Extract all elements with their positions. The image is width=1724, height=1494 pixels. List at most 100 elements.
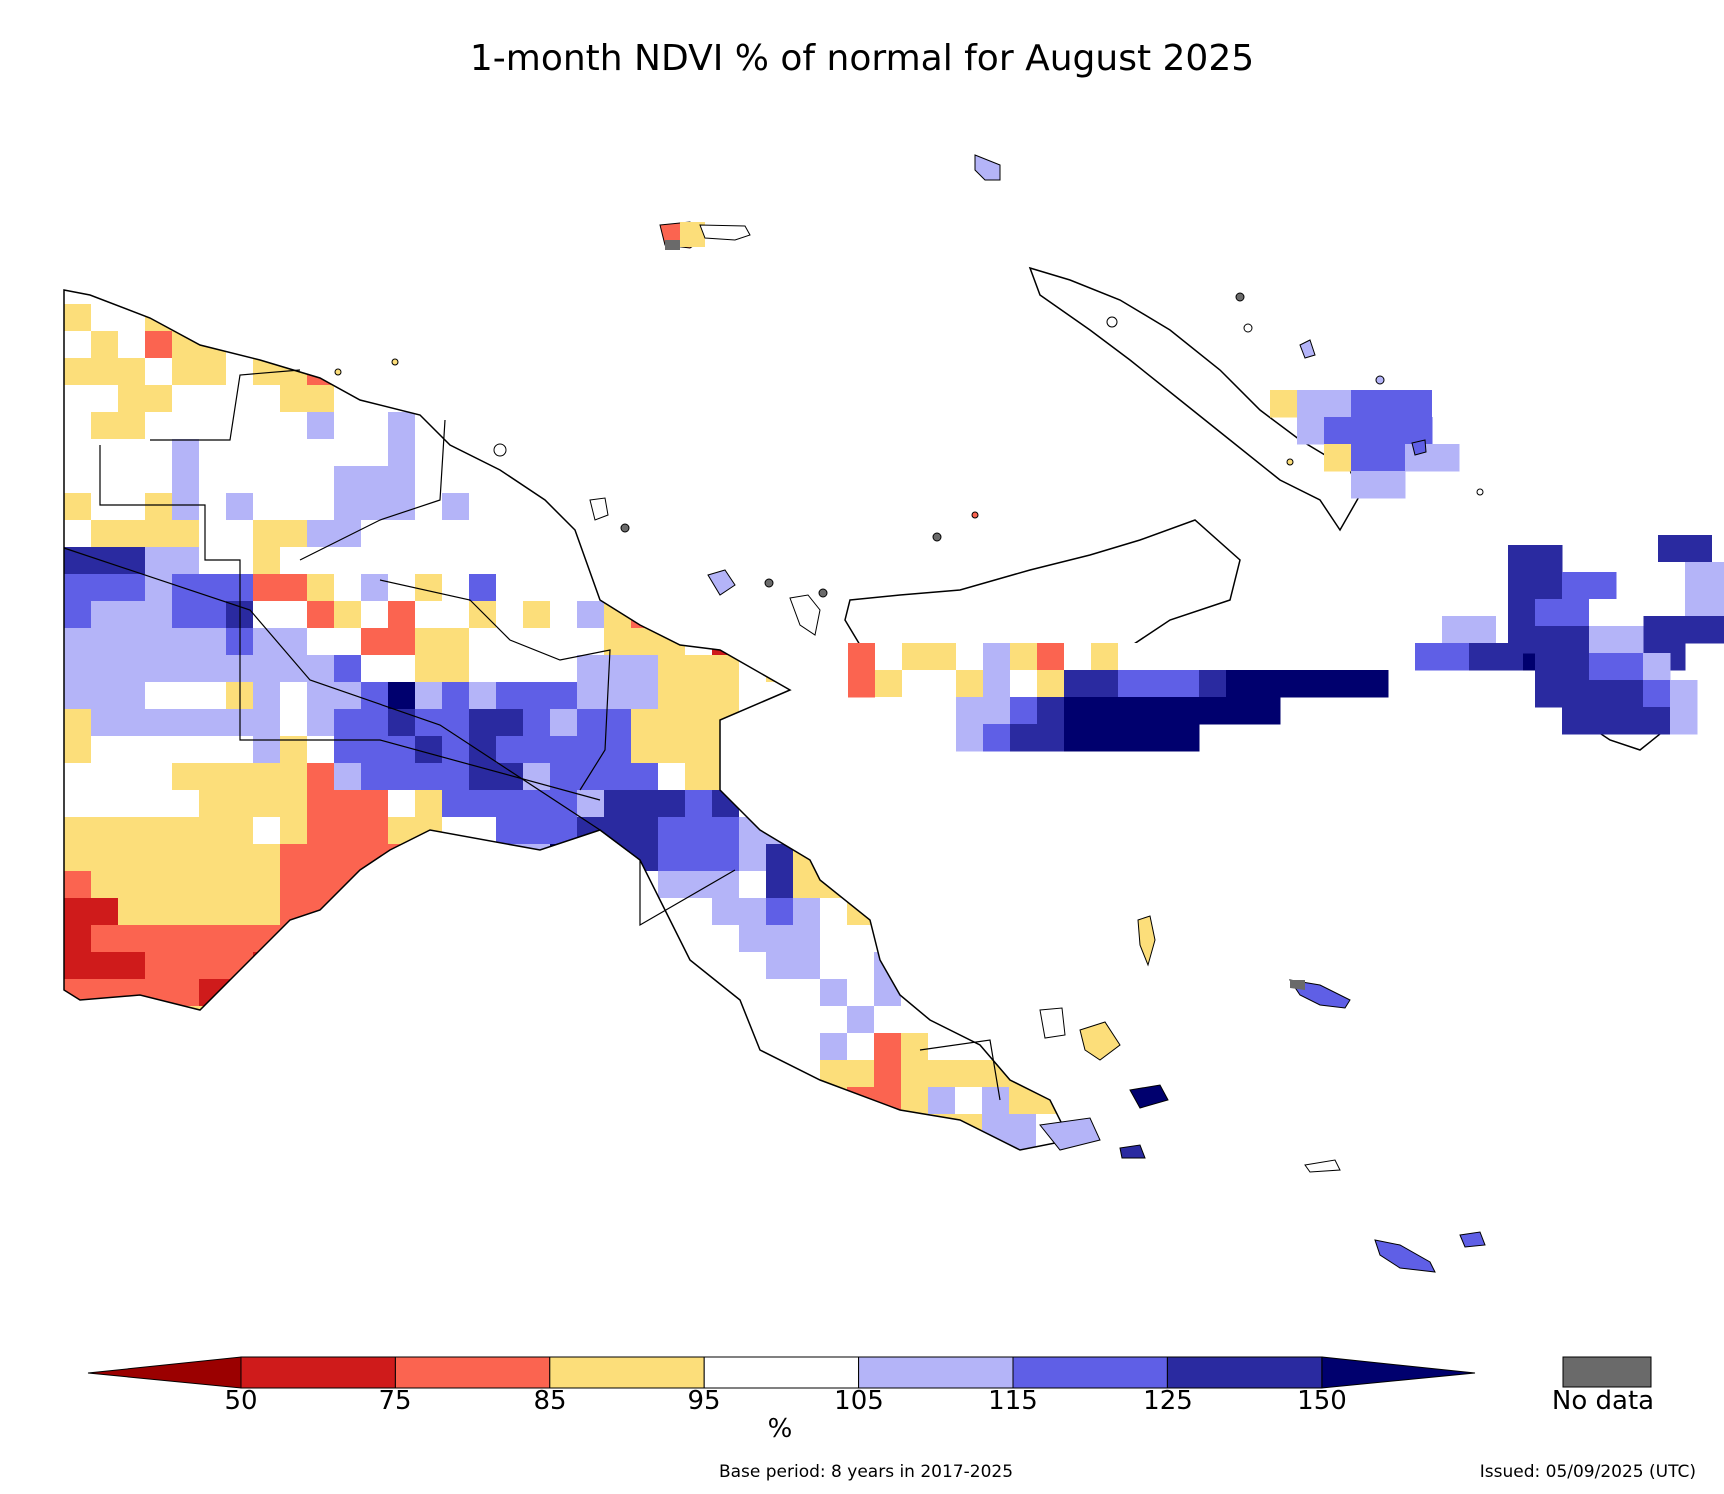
ndvi-cell xyxy=(523,655,551,683)
ndvi-cell xyxy=(64,547,92,575)
ndvi-cell xyxy=(1091,724,1119,752)
ndvi-cell xyxy=(1297,417,1325,445)
ndvi-cell xyxy=(847,952,875,980)
ndvi-cell xyxy=(145,601,173,629)
ndvi-cell xyxy=(739,844,767,872)
ndvi-cell xyxy=(550,736,578,764)
ndvi-cell xyxy=(172,952,200,980)
ndvi-cell xyxy=(442,790,470,818)
ndvi-cell xyxy=(361,817,389,845)
ndvi-cell xyxy=(334,493,362,521)
ndvi-cell xyxy=(415,520,443,548)
ndvi-cell xyxy=(982,1087,1010,1115)
ndvi-cell xyxy=(388,439,416,467)
ndvi-cell xyxy=(172,601,200,629)
base-period: Base period: 8 years in 2017-2025 xyxy=(718,1462,1014,1482)
ndvi-cell xyxy=(334,547,362,575)
ndvi-cell xyxy=(91,358,119,386)
ndvi-cell xyxy=(361,439,389,467)
ndvi-cell xyxy=(766,1006,794,1034)
ndvi-cell xyxy=(91,385,119,413)
tick-85: 85 xyxy=(533,1386,567,1416)
ndvi-cell xyxy=(145,682,173,710)
ndvi-cell xyxy=(64,574,92,602)
ndvi-cell xyxy=(415,628,443,656)
ndvi-cell xyxy=(685,790,713,818)
ndvi-cell xyxy=(280,493,308,521)
ndvi-cell xyxy=(172,439,200,467)
colorbar-low-extension xyxy=(87,1356,242,1389)
ndvi-cell xyxy=(118,412,146,440)
ndvi-cell xyxy=(929,697,957,725)
ndvi-cell xyxy=(469,682,497,710)
ndvi-cell xyxy=(307,412,335,440)
ndvi-cell xyxy=(766,898,794,926)
ndvi-cell xyxy=(1535,653,1563,681)
ndvi-cell xyxy=(280,385,308,413)
ndvi-cell xyxy=(172,574,200,602)
ndvi-cell xyxy=(901,1060,929,1088)
ndvi-cell xyxy=(1658,616,1686,644)
ndvi-cell xyxy=(307,871,335,899)
ndvi-cell xyxy=(172,898,200,926)
ndvi-cell xyxy=(172,844,200,872)
ndvi-cell xyxy=(145,412,173,440)
ndvi-cell xyxy=(361,493,389,521)
ndvi-cell xyxy=(1562,707,1590,735)
ndvi-cell xyxy=(955,1087,983,1115)
ndvi-cell xyxy=(550,709,578,737)
ndvi-cell xyxy=(685,736,713,764)
ndvi-cell xyxy=(307,655,335,683)
ndvi-cell xyxy=(91,574,119,602)
ndvi-cell xyxy=(64,736,92,764)
ndvi-cell xyxy=(1270,390,1298,418)
ndvi-cell xyxy=(226,925,254,953)
ndvi-cell xyxy=(793,925,821,953)
ndvi-cell xyxy=(1010,724,1038,752)
ndvi-cell xyxy=(1508,545,1536,573)
ndvi-cell xyxy=(1145,724,1173,752)
ndvi-cell xyxy=(874,1060,902,1088)
ndvi-cell xyxy=(496,817,524,845)
ndvi-cell xyxy=(334,412,362,440)
ndvi-cell xyxy=(307,817,335,845)
ndvi-cell xyxy=(199,628,227,656)
ndvi-cell xyxy=(118,331,146,359)
ndvi-cell xyxy=(1712,535,1724,563)
ndvi-cell xyxy=(1643,680,1671,708)
small-islands xyxy=(334,154,1486,1273)
ndvi-cell xyxy=(847,1060,875,1088)
ndvi-cell xyxy=(253,655,281,683)
ndvi-cell xyxy=(1009,1141,1037,1150)
ndvi-cell xyxy=(1307,670,1335,698)
ndvi-cell xyxy=(280,655,308,683)
ndvi-cell xyxy=(712,682,740,710)
ndvi-cell xyxy=(307,574,335,602)
ndvi-cell xyxy=(1685,562,1713,590)
ndvi-cell xyxy=(253,898,281,926)
ndvi-cell xyxy=(820,1006,848,1034)
ndvi-cell xyxy=(1442,643,1470,671)
ndvi-cell xyxy=(64,601,92,629)
ndvi-cell xyxy=(91,520,119,548)
ndvi-cell xyxy=(902,670,930,698)
ndvi-cell xyxy=(929,670,957,698)
ndvi-cell xyxy=(1535,572,1563,600)
ndvi-cell xyxy=(172,655,200,683)
ndvi-cell xyxy=(388,682,416,710)
ndvi-cell xyxy=(766,925,794,953)
ndvi-cell xyxy=(334,655,362,683)
ndvi-cell xyxy=(307,547,335,575)
colorbar-high-extension xyxy=(1321,1356,1476,1389)
ndvi-cell xyxy=(280,466,308,494)
ndvi-cell xyxy=(1616,653,1644,681)
ndvi-cell xyxy=(361,763,389,791)
ndvi-cell xyxy=(307,466,335,494)
ndvi-cell xyxy=(172,412,200,440)
ndvi-cell xyxy=(442,493,470,521)
ndvi-cell xyxy=(1009,1114,1037,1142)
ndvi-cell xyxy=(442,763,470,791)
ndvi-cell xyxy=(91,898,119,926)
ndvi-cell xyxy=(172,817,200,845)
ndvi-cell xyxy=(523,682,551,710)
